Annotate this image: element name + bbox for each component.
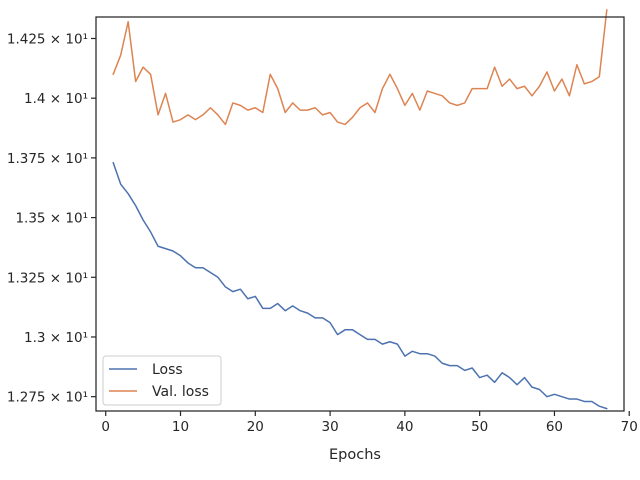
x-axis-ticks: 0 10 20 30 40 50 60 70 (101, 411, 638, 435)
y-tick-label-3: 1.35 × 10¹ (15, 211, 88, 227)
x-tick-label-10: 10 (172, 419, 189, 435)
legend: Loss Val. loss (102, 355, 222, 406)
x-tick-label-40: 40 (396, 419, 413, 435)
y-tick-label-6: 1.425 × 10¹ (7, 31, 88, 47)
plot-frame (95, 16, 625, 412)
y-tick-label-1: 1.3 × 10¹ (24, 330, 88, 346)
series-line-loss (112, 161, 608, 410)
legend-label-val-loss: Val. loss (152, 384, 209, 400)
x-tick-label-20: 20 (247, 419, 264, 435)
y-tick-label-5: 1.4 × 10¹ (24, 91, 88, 107)
x-tick-label-50: 50 (471, 419, 488, 435)
x-tick-label-30: 30 (321, 419, 338, 435)
legend-label-loss: Loss (152, 362, 183, 378)
series-line-val-loss (112, 9, 608, 126)
x-tick-label-70: 70 (621, 419, 638, 435)
x-axis-label: Epochs (329, 447, 381, 463)
series-layer (112, 9, 608, 410)
y-tick-label-0: 1.275 × 10¹ (7, 390, 88, 406)
x-tick-label-60: 60 (546, 419, 563, 435)
x-tick-label-0: 0 (101, 419, 110, 435)
y-tick-label-4: 1.375 × 10¹ (7, 151, 88, 167)
y-tick-label-2: 1.325 × 10¹ (7, 270, 88, 286)
y-axis-ticks: 1.275 × 10¹ 1.3 × 10¹ 1.325 × 10¹ 1.35 × 10… (7, 31, 96, 406)
plot-background (96, 17, 624, 411)
